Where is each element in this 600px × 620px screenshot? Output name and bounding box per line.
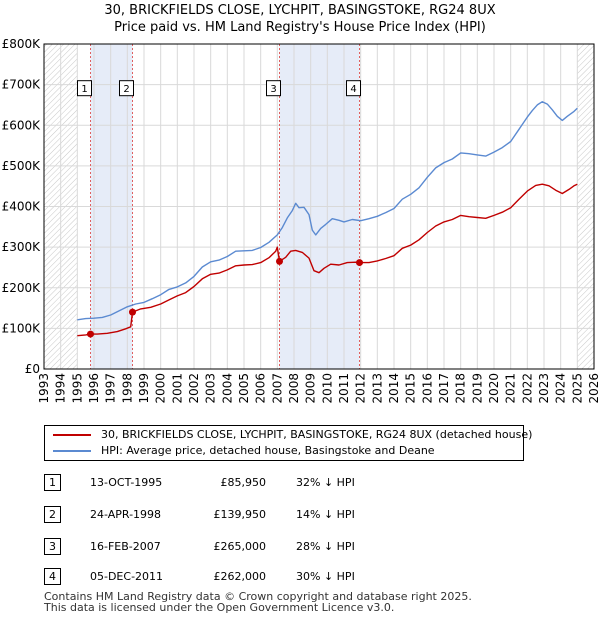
x-tick-label: 2010: [320, 373, 334, 404]
x-tick-label: 2014: [387, 373, 401, 404]
sale-number: 3: [44, 538, 61, 555]
x-tick-label: 2019: [470, 373, 484, 404]
sale-price: £262,000: [213, 570, 267, 583]
x-tick-label: 2013: [370, 373, 384, 404]
sale-price: £265,000: [213, 540, 267, 553]
sale-row: 4 05-DEC-2011 £262,000 30% ↓ HPI: [0, 566, 600, 588]
sale-row: 1 13-OCT-1995 £85,950 32% ↓ HPI: [0, 472, 600, 494]
x-tick-label: 2022: [520, 373, 534, 404]
sale-point: [276, 257, 283, 265]
sale-date: 13-OCT-1995: [90, 476, 163, 489]
x-tick-label: 2025: [570, 373, 584, 404]
x-tick-label: 2002: [187, 373, 201, 404]
x-tick-label: 2016: [420, 373, 434, 404]
sale-label-number: 3: [270, 84, 276, 95]
x-tick-label: 2004: [220, 373, 234, 404]
x-tick-label: 2012: [354, 373, 368, 404]
x-tick-label: 2018: [454, 373, 468, 404]
hpi-series-line: [77, 101, 578, 321]
x-tick-label: 1993: [37, 373, 51, 404]
x-tick-label: 1996: [87, 373, 101, 404]
footer-licence: This data is licensed under the Open Gov…: [44, 601, 395, 614]
x-tick-label: 2001: [170, 373, 184, 404]
sale-hpi-diff: 28% ↓ HPI: [296, 540, 355, 553]
legend-item-hpi: HPI: Average price, detached house, Basi…: [45, 443, 523, 459]
legend-label-hpi: HPI: Average price, detached house, Basi…: [101, 444, 435, 457]
sale-number: 2: [44, 506, 61, 523]
y-tick-label: £700K: [2, 78, 42, 92]
sale-row: 2 24-APR-1998 £139,950 14% ↓ HPI: [0, 504, 600, 526]
sale-label-box: [77, 80, 92, 97]
sale-date: 05-DEC-2011: [90, 570, 164, 583]
x-tick-label: 2026: [587, 373, 600, 404]
x-tick-label: 1995: [70, 373, 84, 404]
sale-number: 4: [44, 568, 61, 585]
x-tick-label: 2005: [237, 373, 251, 404]
sale-hpi-diff: 30% ↓ HPI: [296, 570, 355, 583]
footer-copyright: Contains HM Land Registry data © Crown c…: [44, 590, 472, 603]
x-tick-label: 2020: [487, 373, 501, 404]
sale-label-number: 2: [123, 84, 129, 95]
y-tick-label: £600K: [2, 118, 42, 132]
sale-label-box: [266, 80, 281, 97]
y-tick-label: £100K: [2, 321, 42, 335]
x-tick-label: 2008: [287, 373, 301, 404]
plot-frame: [43, 43, 595, 370]
y-tick-label: £300K: [2, 240, 42, 254]
legend: 30, BRICKFIELDS CLOSE, LYCHPIT, BASINGST…: [44, 425, 532, 461]
legend-item-property: 30, BRICKFIELDS CLOSE, LYCHPIT, BASINGST…: [45, 427, 532, 443]
y-tick-label: £500K: [2, 159, 42, 173]
legend-swatch-hpi: [53, 450, 91, 452]
sale-label-number: 1: [81, 84, 87, 95]
y-tick-label: £800K: [2, 37, 42, 51]
x-tick-label: 2011: [337, 373, 351, 404]
x-tick-label: 2006: [254, 373, 268, 404]
x-tick-label: 1998: [120, 373, 134, 404]
sale-price: £85,950: [220, 476, 267, 489]
x-tick-label: 2007: [270, 373, 284, 404]
sale-date: 24-APR-1998: [90, 508, 162, 521]
x-tick-label: 1999: [137, 373, 151, 404]
legend-label-property: 30, BRICKFIELDS CLOSE, LYCHPIT, BASINGST…: [101, 428, 533, 441]
x-tick-label: 2021: [504, 373, 518, 404]
x-tick-label: 2003: [204, 373, 218, 404]
sale-number: 1: [44, 474, 61, 491]
sale-label-box: [119, 80, 134, 97]
x-tick-label: 2024: [554, 373, 568, 404]
sale-hpi-diff: 14% ↓ HPI: [296, 508, 355, 521]
y-tick-label: £400K: [2, 200, 42, 214]
sale-point: [129, 308, 136, 316]
price-chart: 1 2 3 4 £0 £100K £200K £300K £400K £500K £600K £70…: [2, 37, 600, 404]
x-tick-label: 2023: [537, 373, 551, 404]
sale-row: 3 16-FEB-2007 £265,000 28% ↓ HPI: [0, 536, 600, 558]
sale-hpi-diff: 32% ↓ HPI: [296, 476, 355, 489]
y-tick-label: £0: [25, 362, 40, 376]
x-tick-label: 2009: [304, 373, 318, 404]
legend-swatch-property: [53, 434, 91, 436]
sale-label-number: 4: [350, 84, 356, 95]
x-tick-label: 2000: [154, 373, 168, 404]
sale-point: [87, 330, 94, 338]
y-tick-label: £200K: [2, 281, 42, 295]
x-tick-label: 1994: [54, 373, 68, 404]
sale-point: [356, 259, 363, 267]
sale-date: 16-FEB-2007: [90, 540, 161, 553]
chart-subtitle: Price paid vs. HM Land Registry's House …: [114, 20, 486, 35]
property-series-line: [77, 183, 578, 337]
sale-label-box: [346, 80, 361, 97]
x-tick-label: 1997: [104, 373, 118, 404]
x-tick-label: 2015: [404, 373, 418, 404]
sale-price: £139,950: [213, 508, 267, 521]
chart-title: 30, BRICKFIELDS CLOSE, LYCHPIT, BASINGST…: [104, 3, 496, 18]
x-tick-label: 2017: [437, 373, 451, 404]
